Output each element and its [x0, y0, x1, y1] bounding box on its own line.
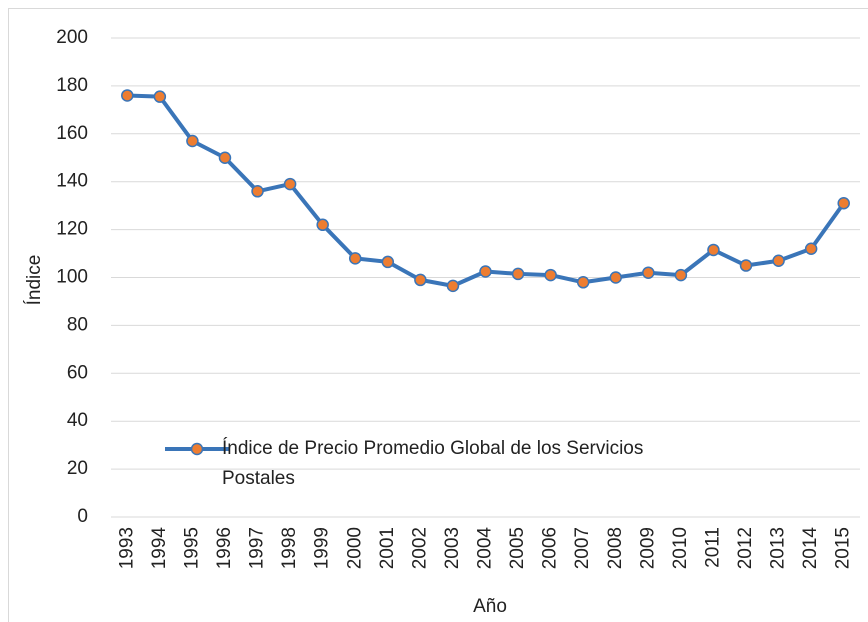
- data-point: [348, 252, 362, 265]
- x-tick-label: 2010: [670, 527, 691, 569]
- y-tick-label: 60: [67, 362, 88, 383]
- legend-label: Índice de Precio Promedio Global de los …: [222, 438, 644, 489]
- data-point: [446, 279, 460, 293]
- y-tick-label: 0: [77, 506, 88, 527]
- x-tick-label: 2014: [800, 527, 821, 570]
- x-tick-label: 1996: [214, 527, 235, 569]
- x-tick-label: 2008: [605, 527, 626, 569]
- data-point: [739, 259, 753, 272]
- x-tick-label: 2015: [833, 527, 854, 569]
- y-tick-label: 20: [67, 458, 88, 479]
- data-point: [153, 90, 167, 103]
- y-axis-label: Índice: [24, 255, 45, 306]
- x-tick-label: 2000: [344, 527, 365, 569]
- data-point: [381, 255, 395, 269]
- y-tick-label: 40: [67, 410, 88, 431]
- x-tick-label: 2009: [637, 527, 658, 569]
- y-tick-label: 80: [67, 314, 88, 335]
- x-tick-label: 1994: [149, 527, 170, 570]
- data-point: [283, 177, 297, 191]
- y-tick-label: 120: [56, 219, 88, 240]
- data-point: [479, 265, 492, 278]
- x-tick-label: 2011: [702, 527, 723, 568]
- data-point: [414, 273, 427, 287]
- x-tick-label: 1999: [312, 527, 333, 569]
- x-tick-label: 2012: [735, 527, 756, 569]
- data-point: [642, 266, 655, 279]
- x-tick-label: 2007: [572, 527, 593, 569]
- x-tick-label: 1997: [247, 527, 268, 569]
- x-tick-label: 1993: [116, 527, 137, 569]
- data-point: [544, 268, 557, 282]
- x-tick-label: 2005: [507, 527, 528, 569]
- x-tick-label: 2001: [377, 527, 398, 569]
- y-tick-label: 180: [56, 75, 88, 96]
- data-point: [674, 268, 688, 282]
- data-point: [186, 134, 199, 148]
- x-axis-label: Año: [473, 596, 507, 617]
- data-point: [218, 151, 232, 164]
- data-point: [707, 243, 720, 257]
- x-tick-label: 1995: [181, 527, 202, 569]
- data-point: [316, 218, 329, 232]
- series-line: [127, 93, 846, 288]
- x-tick-label: 2004: [475, 527, 496, 570]
- data-point: [251, 185, 264, 198]
- data-point: [837, 197, 850, 210]
- x-tick-label: 2006: [540, 527, 561, 569]
- data-point: [804, 242, 818, 256]
- data-point: [576, 276, 590, 289]
- data-point: [609, 271, 623, 284]
- chart-border: [8, 8, 868, 622]
- x-tick-label: 2003: [442, 527, 463, 569]
- y-tick-label: 100: [56, 267, 88, 288]
- y-tick-label: 200: [56, 27, 88, 48]
- legend-marker: [190, 442, 204, 456]
- data-point: [772, 254, 785, 267]
- x-tick-label: 2013: [768, 527, 789, 569]
- data-point: [121, 89, 134, 102]
- x-tick-label: 2002: [409, 527, 430, 569]
- y-tick-label: 160: [56, 123, 88, 144]
- data-point: [511, 267, 525, 281]
- y-tick-label: 140: [56, 171, 88, 192]
- x-tick-label: 1998: [279, 527, 300, 569]
